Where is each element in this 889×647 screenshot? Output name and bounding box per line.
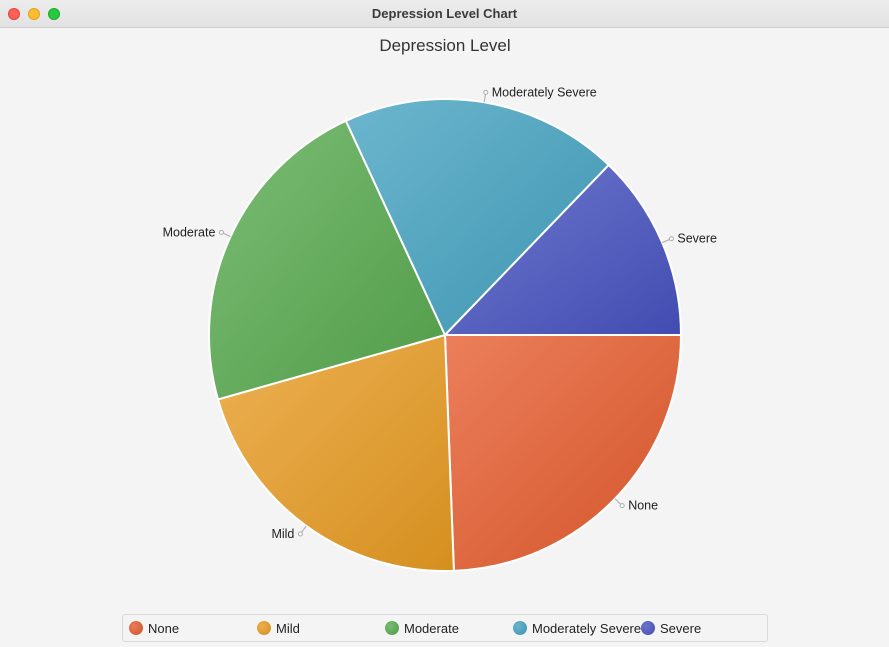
legend-label: Severe <box>660 620 702 636</box>
slice-label: Severe <box>677 232 717 246</box>
slice-label: None <box>628 499 658 513</box>
chart-title: Depression Level <box>379 36 510 55</box>
chart-legend: None Mild Moderate Moderately Severe Severe <box>122 614 768 642</box>
legend-swatch <box>513 621 527 635</box>
legend-item: Moderate <box>385 615 459 641</box>
label-leader-dot <box>668 236 674 242</box>
pie-slice-severe <box>442 163 683 336</box>
legend-label: Mild <box>276 620 300 636</box>
legend-label: None <box>148 620 180 636</box>
slice-label: Moderate <box>163 225 216 239</box>
label-leader-dot <box>483 89 489 95</box>
window-title: Depression Level Chart <box>371 6 518 21</box>
maximize-window-button[interactable] <box>48 8 60 20</box>
legend-item: Moderately Severe <box>513 615 641 641</box>
label-leader-dot <box>619 503 625 509</box>
minimize-window-button[interactable] <box>28 8 40 20</box>
legend-swatch <box>641 621 655 635</box>
close-window-button[interactable] <box>8 8 20 20</box>
pie-slice-moderately-severe <box>344 98 611 337</box>
slice-label: Moderately Severe <box>492 85 597 99</box>
legend-label: Moderately Severe <box>532 620 642 636</box>
title-bar: Depression Level Chart <box>0 0 889 28</box>
legend-label: Moderate <box>404 620 459 636</box>
pie-slice-moderate <box>208 119 447 401</box>
legend-item: Mild <box>257 615 300 641</box>
label-leader-dot <box>297 531 303 537</box>
legend-item: None <box>129 615 179 641</box>
label-leader-dot <box>218 229 224 235</box>
slice-label: Mild <box>271 527 294 541</box>
pie-slice-none <box>443 334 683 572</box>
legend-item: Severe <box>641 615 701 641</box>
legend-swatch <box>385 621 399 635</box>
legend-swatch <box>257 621 271 635</box>
pie-slice-mild <box>216 333 455 572</box>
legend-swatch <box>129 621 143 635</box>
